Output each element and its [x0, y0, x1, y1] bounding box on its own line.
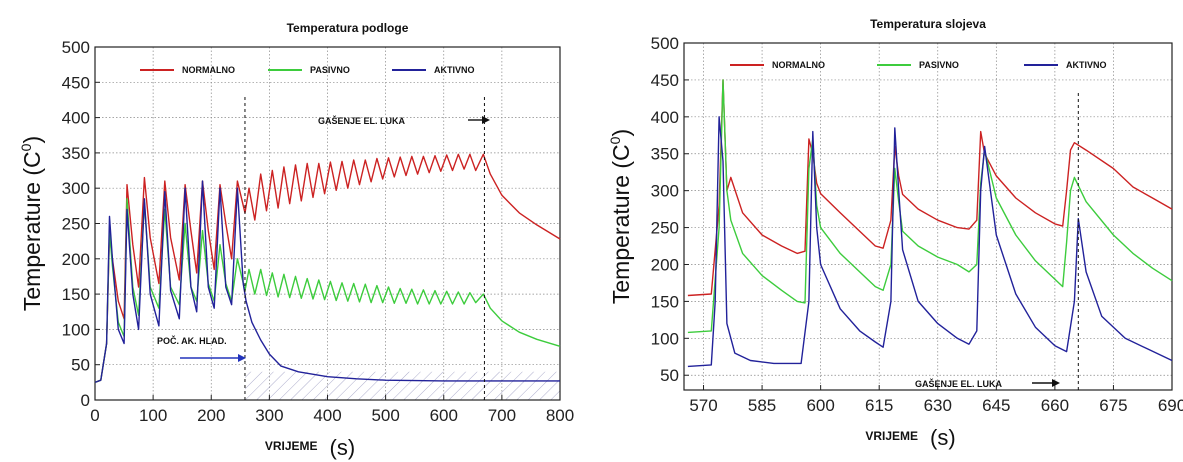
x-axis-unit: (s)	[930, 425, 956, 450]
y-tick-label: 300	[62, 179, 90, 198]
x-tick-label: 585	[748, 396, 776, 415]
y-tick-label: 450	[62, 73, 90, 92]
x-axis-label: VRIJEME	[265, 439, 318, 453]
legend-label: PASIVNO	[919, 60, 959, 70]
x-tick-label: 300	[255, 406, 283, 425]
x-axis-label: VRIJEME	[865, 429, 918, 443]
chart-title: Temperatura podloge	[287, 21, 409, 35]
y-tick-label: 500	[651, 34, 679, 53]
x-tick-label: 800	[546, 406, 574, 425]
annotation-label: GAŠENJE EL. LUKA	[915, 378, 1003, 389]
y-tick-label: 150	[651, 292, 679, 311]
chart-svg: 0 100 200 300 400 500 600 700 800 0 50 100 150 200 250…	[18, 21, 574, 460]
y-tick-label: 300	[651, 182, 679, 201]
series-line-aktivno	[94, 180, 560, 384]
x-tick-label: 615	[865, 396, 893, 415]
chart-temperatura-slojeva: 570 585 600 615 630 645 660 675 690 50 100 150 200 25…	[592, 0, 1183, 462]
y-tick-label: 350	[651, 145, 679, 164]
annotation-label: POČ. AK. HLAD.	[157, 335, 227, 346]
hatched-region	[244, 371, 560, 400]
y-tick-label: 50	[660, 366, 679, 385]
y-tick-label: 250	[651, 219, 679, 238]
series-line-aktivno	[687, 116, 1173, 368]
chart-temperatura-podloge: 0 100 200 300 400 500 600 700 800 0 50 100 150 200 250…	[18, 21, 574, 460]
y-tick-label: 0	[81, 391, 90, 410]
x-tick-label: 200	[197, 406, 225, 425]
annotation-arrowhead	[238, 354, 246, 362]
annotation-arrowhead	[482, 116, 490, 124]
y-axis-label: Temperature (C0)	[607, 129, 634, 304]
y-tick-label: 50	[71, 356, 90, 375]
annotation-arrowhead	[1052, 379, 1060, 387]
x-tick-label: 100	[139, 406, 167, 425]
chart-title: Temperatura slojeva	[870, 17, 986, 31]
y-tick-label: 350	[62, 144, 90, 163]
x-tick-label: 675	[1099, 396, 1127, 415]
y-tick-label: 150	[62, 285, 90, 304]
y-tick-label: 400	[651, 108, 679, 127]
y-axis-label: Temperature (C0)	[18, 136, 45, 311]
y-tick-label: 100	[62, 320, 90, 339]
y-tick-label: 200	[651, 255, 679, 274]
legend-label: AKTIVNO	[434, 65, 475, 75]
legend-label: PASIVNO	[310, 65, 350, 75]
legend-label: NORMALNO	[772, 60, 825, 70]
gridlines	[94, 46, 561, 401]
plot-frame	[683, 42, 1173, 391]
series-line-normalno	[94, 153, 561, 384]
annotation-label: GAŠENJE EL. LUKA	[318, 115, 406, 126]
x-tick-label: 660	[1041, 396, 1069, 415]
legend-label: NORMALNO	[182, 65, 235, 75]
x-tick-label: 400	[313, 406, 341, 425]
x-tick-label: 570	[689, 396, 717, 415]
y-tick-label: 200	[62, 250, 90, 269]
x-tick-label: 690	[1158, 396, 1183, 415]
y-tick-label: 500	[62, 38, 90, 57]
x-tick-label: 500	[371, 406, 399, 425]
y-tick-label: 450	[651, 71, 679, 90]
legend-label: AKTIVNO	[1066, 60, 1107, 70]
y-tick-label: 400	[62, 109, 90, 128]
y-tick-label: 250	[62, 215, 90, 234]
series-line-normalno	[687, 79, 1173, 297]
x-tick-label: 600	[806, 396, 834, 415]
series-line-pasivno	[94, 198, 561, 384]
x-tick-label: 0	[90, 406, 99, 425]
series-line-pasivno	[687, 79, 1173, 334]
x-tick-label: 600	[430, 406, 458, 425]
chart-svg: 570 585 600 615 630 645 660 675 690 50 100 150 200 25…	[607, 17, 1183, 450]
y-tick-label: 100	[651, 329, 679, 348]
x-axis-unit: (s)	[330, 435, 356, 460]
x-tick-label: 645	[982, 396, 1010, 415]
x-tick-label: 630	[924, 396, 952, 415]
x-tick-label: 700	[488, 406, 516, 425]
